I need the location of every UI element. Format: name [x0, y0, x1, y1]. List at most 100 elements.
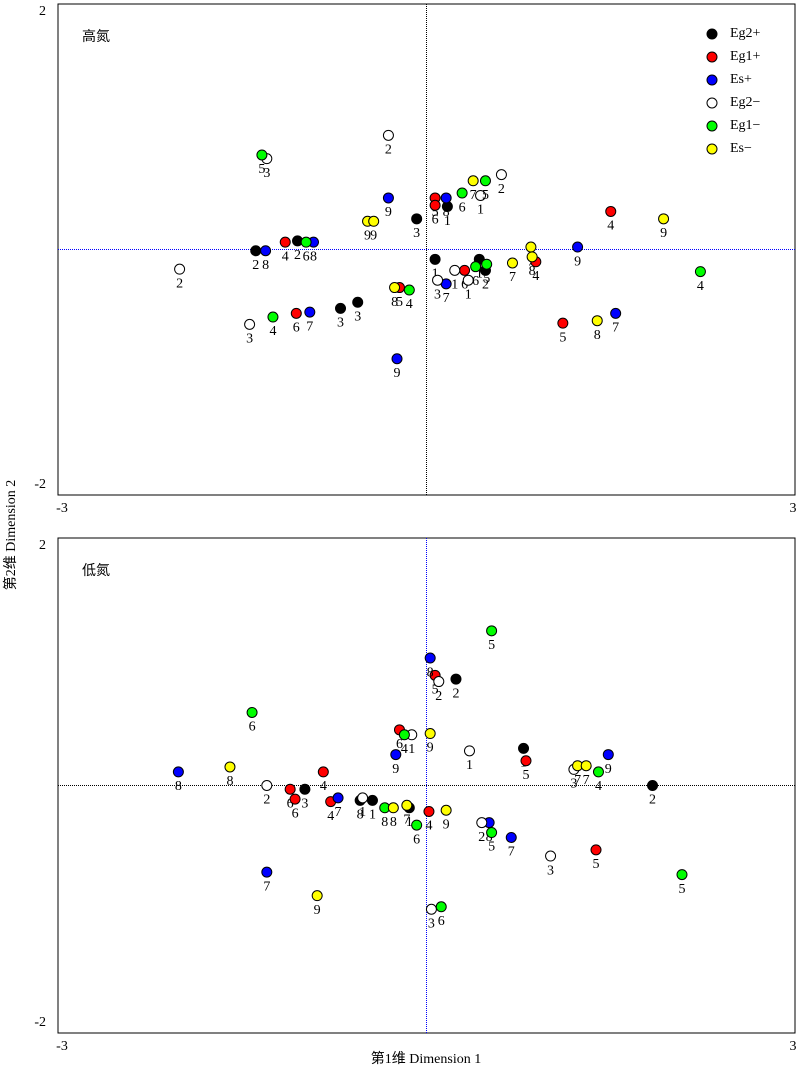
- point: [332, 792, 344, 804]
- legend-marker: [706, 97, 718, 109]
- point-label: 1: [408, 742, 415, 757]
- point-label: 9: [392, 762, 399, 777]
- point-label: 6: [396, 737, 403, 752]
- point-label: 3: [547, 863, 554, 878]
- legend-marker: [706, 74, 718, 86]
- point-label: 6: [249, 720, 256, 735]
- point-label: 6: [292, 806, 299, 821]
- legend-marker: [706, 28, 718, 40]
- point-label: 5: [432, 205, 439, 220]
- point-label: 4: [697, 279, 704, 294]
- point-label: 1: [477, 203, 484, 218]
- point: [172, 766, 184, 778]
- x-tick-label: 3: [790, 501, 797, 516]
- point: [357, 792, 369, 804]
- legend-marker: [706, 51, 718, 63]
- point-label: 4: [595, 779, 602, 794]
- point-label: 4: [320, 779, 327, 794]
- point-label: 8: [357, 808, 364, 823]
- point: [279, 236, 291, 248]
- point-label: 4: [401, 742, 408, 757]
- point-label: 2: [478, 830, 485, 845]
- point-label: 9: [443, 817, 450, 832]
- point: [256, 149, 268, 161]
- point: [520, 755, 532, 767]
- point: [425, 903, 437, 915]
- point-label: 4: [282, 249, 289, 264]
- point-label: 1: [466, 758, 473, 773]
- point-label: 5: [559, 330, 566, 345]
- point-label: 2: [294, 248, 301, 263]
- point: [174, 263, 186, 275]
- point-label: 8: [443, 205, 450, 220]
- point-label: 5: [522, 768, 529, 783]
- point: [440, 192, 452, 204]
- point-label: 3: [434, 287, 441, 302]
- point-label: 1: [444, 214, 451, 229]
- point: [432, 274, 444, 286]
- point: [481, 258, 493, 270]
- point-label: 8: [175, 779, 182, 794]
- point-label: 9: [364, 228, 371, 243]
- point-label: 7: [335, 805, 342, 820]
- legend-marker: [706, 143, 718, 155]
- point-label: 6: [459, 200, 466, 215]
- point-label: 7: [263, 879, 270, 894]
- point: [676, 869, 688, 881]
- point: [467, 175, 479, 187]
- point-label: 6: [438, 914, 445, 929]
- point-label: 6: [432, 213, 439, 228]
- point-label: 1: [406, 815, 413, 830]
- point-label: 8: [226, 774, 233, 789]
- y-axis-label: 第2维 Dimension 2: [2, 480, 19, 590]
- point-label: 9: [605, 762, 612, 777]
- point-label: 6: [303, 249, 310, 264]
- point-label: 5: [258, 162, 265, 177]
- point: [449, 264, 461, 276]
- point-label: 6: [293, 321, 300, 336]
- point: [506, 257, 518, 269]
- point-label: 8: [529, 264, 536, 279]
- point: [610, 307, 622, 319]
- point-label: 8: [594, 328, 601, 343]
- point: [526, 251, 538, 263]
- point-label: 5: [396, 295, 403, 310]
- point-label: 3: [570, 777, 577, 792]
- y-tick-label: 2: [39, 538, 46, 553]
- point-label: 4: [327, 809, 334, 824]
- point: [267, 311, 279, 323]
- point: [450, 673, 462, 685]
- legend-marker: [706, 120, 718, 132]
- point-label: 9: [385, 205, 392, 220]
- point-label: 9: [314, 903, 321, 918]
- point-label: 4: [269, 324, 276, 339]
- point-label: 5: [483, 271, 490, 286]
- point: [300, 236, 312, 248]
- point: [470, 261, 482, 273]
- panel-title: 低氮: [82, 563, 110, 579]
- point: [290, 307, 302, 319]
- point: [299, 783, 311, 795]
- point-label: 6: [461, 278, 468, 293]
- point: [260, 245, 272, 257]
- point: [462, 274, 474, 286]
- point: [403, 284, 415, 296]
- point-label: 2: [482, 278, 489, 293]
- point: [335, 302, 347, 314]
- point: [505, 831, 517, 843]
- point: [424, 652, 436, 664]
- point: [387, 802, 399, 814]
- point: [557, 317, 569, 329]
- legend-label: Eg2−: [730, 95, 761, 110]
- point: [429, 199, 441, 211]
- point-label: 3: [428, 916, 435, 931]
- point: [304, 306, 316, 318]
- point: [479, 175, 491, 187]
- point-label: 5: [488, 840, 495, 855]
- point: [424, 728, 436, 740]
- point: [495, 169, 507, 181]
- point: [486, 625, 498, 637]
- point-label: 8: [391, 295, 398, 310]
- point-label: 9: [660, 226, 667, 241]
